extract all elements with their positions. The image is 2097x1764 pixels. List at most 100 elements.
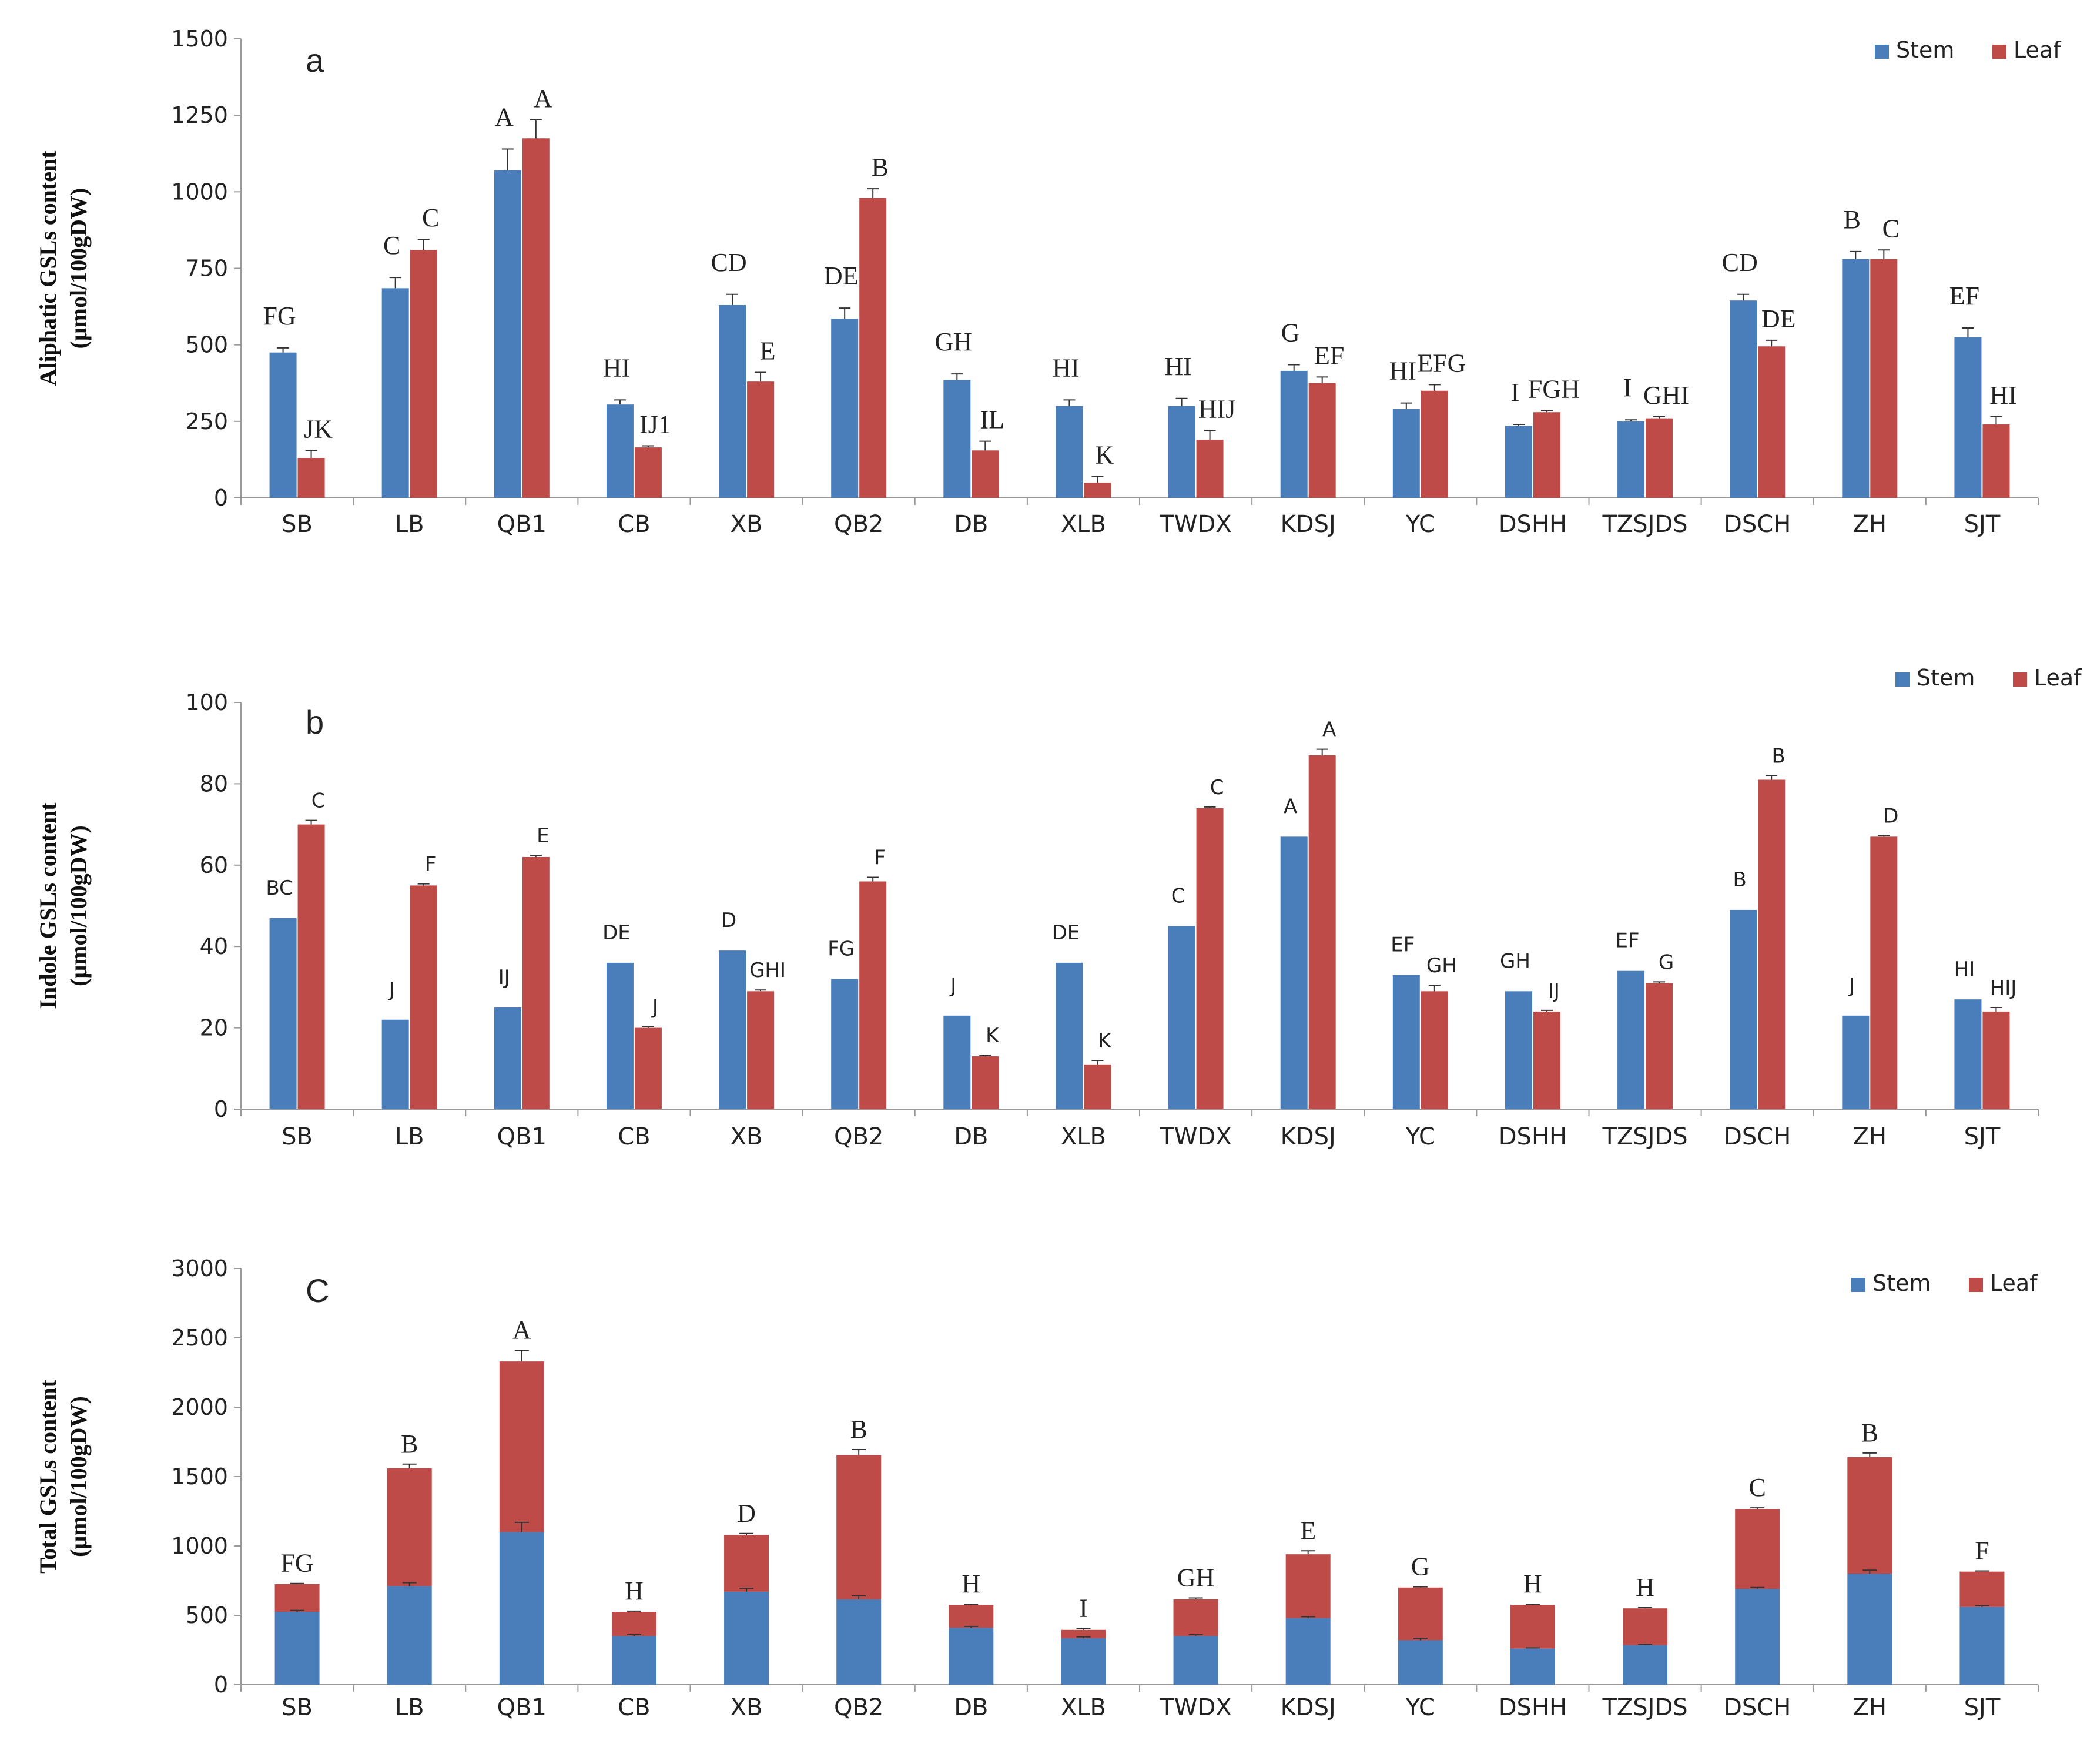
panel-b-category-label-DB: DB (954, 1123, 988, 1150)
panel-b-category-label-QB2: QB2 (834, 1123, 883, 1150)
panel-a-sig-letter-stem-KDSJ: G (1281, 319, 1300, 347)
panel-a-sig-letter-stem-YC: HI (1389, 357, 1416, 386)
panel-a-bar-leaf-QB1 (522, 138, 550, 498)
panel-c-sig-letter-SJT: F (1975, 1536, 1989, 1565)
panel-a-legend-swatch-stem (1875, 45, 1889, 59)
panel-b-bar-stem-ZH (1842, 1015, 1870, 1109)
panel-b-bar-stem-DB (943, 1015, 971, 1109)
panel-b-category-label-ZH: ZH (1853, 1123, 1887, 1150)
panel-a-y-tick-label: 1250 (171, 102, 228, 128)
panel-b-sig-letter-stem-XLB: DE (1052, 921, 1080, 945)
panel-b-category-label-XLB: XLB (1061, 1123, 1106, 1150)
panel-a-legend-label-leaf: Leaf (2014, 37, 2062, 63)
panel-c-y-tick-label: 2000 (171, 1394, 228, 1420)
panel-a-sig-letter-leaf-XB: E (760, 337, 776, 366)
panel-a-bar-leaf-DSCH (1758, 346, 1786, 498)
panel-c-bar-stem-CB (611, 1636, 656, 1685)
panel-b-category-label-KDSJ: KDSJ (1281, 1123, 1336, 1150)
panel-b-sig-letter-stem-YC: EF (1391, 933, 1415, 957)
panel-a-bar-stem-XB (719, 304, 746, 498)
panel-b-bar-leaf-XB (747, 991, 775, 1109)
panel-a-category-label-LB: LB (395, 511, 424, 538)
panel-a-sig-letter-stem-XB: CD (711, 248, 747, 277)
panel-b-sig-letter-stem-TWDX: C (1171, 885, 1185, 908)
panel-a-bar-stem-KDSJ (1280, 370, 1308, 498)
panel-c-category-label-XB: XB (731, 1694, 763, 1721)
panel-b-category-label-XB: XB (731, 1123, 763, 1150)
panel-c-bar-stem-DSHH (1510, 1648, 1555, 1685)
panel-c-bar-stem-SB (274, 1612, 320, 1685)
panel-b-sig-letter-leaf-ZH: D (1883, 804, 1898, 828)
panel-c-y-tick-label: 3000 (171, 1256, 228, 1281)
panel-a-category-label-YC: YC (1405, 511, 1435, 538)
panel-c-category-label-DB: DB (954, 1694, 988, 1721)
panel-c-category-label-DSHH: DSHH (1499, 1694, 1567, 1721)
panel-b-y-tick-label: 40 (200, 933, 228, 959)
panel-a-bar-leaf-XB (747, 381, 775, 498)
panel-b-sig-letter-stem-DSHH: GH (1500, 949, 1530, 973)
panel-a-y-axis-label: Aliphatic GSLs content (μmol/100gDW) (35, 150, 92, 386)
panel-c-y-tick-label: 0 (214, 1672, 228, 1698)
panel-a-y-tick-label: 1500 (171, 26, 228, 52)
panel-b-sig-letter-leaf-LB: F (425, 853, 437, 876)
panel-a-category-label-XLB: XLB (1061, 511, 1106, 538)
panel-a-bar-stem-DSCH (1730, 300, 1757, 498)
panel-c-sig-letter-ZH: B (1861, 1418, 1878, 1447)
panel-b-sig-letter-stem-LB: J (388, 978, 395, 1002)
panel-b-sig-letter-leaf-YC: GH (1426, 954, 1457, 978)
panel-c-sig-letter-TZSJDS: H (1636, 1573, 1654, 1602)
panel-b-sig-letter-leaf-XB: GHI (749, 959, 786, 982)
panel-c-category-label-XLB: XLB (1061, 1694, 1106, 1721)
panel-a-bar-leaf-LB (410, 250, 437, 498)
panel-b-bar-leaf-YC (1421, 991, 1448, 1109)
panel-c-bar-leaf-SB (274, 1584, 320, 1612)
panel-b-y-tick-label: 0 (214, 1096, 228, 1122)
panel-c-bar-leaf-CB (611, 1612, 656, 1636)
panel-b-sig-letter-leaf-SB: C (311, 789, 326, 813)
panel-a-legend-swatch-leaf (1992, 45, 2006, 59)
panel-c-y-axis-label-line: (μmol/100gDW) (65, 1396, 92, 1557)
panel-c-y-tick-label: 1000 (171, 1533, 228, 1559)
panel-a-category-label-DB: DB (954, 511, 988, 538)
panel-a-sig-letter-leaf-LB: C (422, 203, 439, 232)
panel-b-sig-letter-leaf-DSCH: B (1772, 745, 1786, 768)
panel-c-category-label-CB: CB (618, 1694, 650, 1721)
panel-b-bar-leaf-TZSJDS (1646, 983, 1673, 1109)
panel-c-category-label-DSCH: DSCH (1724, 1694, 1791, 1721)
panel-a-sig-letter-leaf-QB2: B (872, 153, 889, 182)
panel-a-sig-letter-stem-TWDX: HI (1164, 352, 1191, 381)
panel-a-sig-letter-leaf-SB: JK (304, 414, 333, 443)
panel-a-sig-letter-leaf-CB: IJ1 (639, 410, 671, 439)
panel-b-category-label-YC: YC (1405, 1123, 1435, 1150)
panel-b-bar-stem-DSCH (1730, 909, 1757, 1109)
panel-b-sig-letter-leaf-DSHH: IJ (1548, 979, 1560, 1003)
panel-c-bar-leaf-YC (1398, 1587, 1443, 1641)
panel-b-bar-stem-YC (1392, 975, 1420, 1109)
panel-b-legend-label-stem: Stem (1917, 665, 1975, 691)
panel-b-bar-stem-CB (606, 962, 634, 1109)
panel-c-category-label-ZH: ZH (1853, 1694, 1887, 1721)
panel-c-y-axis-label: Total GSLs content (μmol/100gDW) (35, 1379, 92, 1573)
panel-b-bar-leaf-DB (972, 1056, 999, 1109)
panel-c-bar-stem-XB (724, 1591, 769, 1685)
panel-c-bar-stem-TWDX (1173, 1636, 1218, 1685)
panel-c-sig-letter-QB2: B (850, 1415, 867, 1444)
panel-b-category-label-TZSJDS: TZSJDS (1602, 1123, 1687, 1150)
panel-b-bar-leaf-SJT (1982, 1011, 2010, 1109)
panel-c-bar-leaf-SJT (1959, 1571, 2005, 1607)
panel-c-sig-letter-SB: FG (280, 1549, 313, 1578)
panel-c-sig-letter-XLB: I (1079, 1594, 1088, 1622)
panel-c-legend-label-leaf: Leaf (1990, 1270, 2038, 1296)
panel-a-sig-letter-leaf-XLB: K (1096, 441, 1114, 470)
panel-c-sig-letter-TWDX: GH (1177, 1564, 1215, 1592)
panel-b-y-tick-label: 80 (200, 771, 228, 796)
panel-a-category-label-TWDX: TWDX (1159, 511, 1231, 538)
panel-c-bar-stem-KDSJ (1285, 1618, 1331, 1685)
panel-a-sig-letter-leaf-YC: EFG (1417, 349, 1466, 377)
panel-c-category-label-YC: YC (1405, 1694, 1435, 1721)
panel-b-sig-letter-stem-ZH: J (1848, 974, 1855, 998)
panel-a-bar-stem-TWDX (1168, 406, 1195, 498)
panel-b-bar-stem-DSHH (1505, 991, 1532, 1109)
panel-c-bar-leaf-DSCH (1735, 1509, 1780, 1589)
